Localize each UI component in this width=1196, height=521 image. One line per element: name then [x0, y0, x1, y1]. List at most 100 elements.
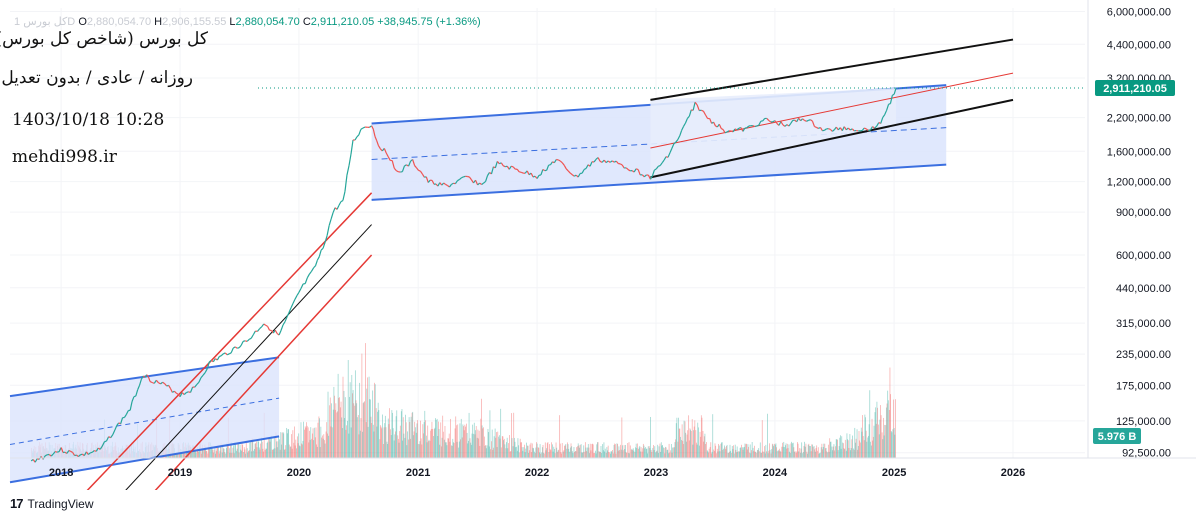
- volume-bar: [390, 429, 391, 458]
- volume-bar: [659, 443, 661, 458]
- volume-bar: [602, 450, 604, 458]
- volume-bar: [516, 450, 518, 458]
- volume-bar: [747, 444, 749, 458]
- price-chart[interactable]: 6,000,000.004,400,000.003,200,000.002,20…: [0, 0, 1196, 490]
- volume-bar: [369, 399, 371, 458]
- volume-bar: [536, 442, 537, 458]
- volume-bar: [298, 433, 300, 458]
- volume-bar: [814, 449, 816, 458]
- volume-bar: [197, 451, 199, 458]
- last-price-label: 2,911,210.05: [1103, 83, 1167, 95]
- price-segment: [146, 374, 149, 378]
- volume-bar: [496, 447, 498, 458]
- volume-bar: [352, 390, 354, 458]
- volume-bar: [728, 452, 730, 458]
- volume-bar: [687, 430, 689, 458]
- volume-bar: [488, 432, 490, 458]
- volume-bar: [240, 449, 242, 458]
- volume-bar: [868, 435, 869, 458]
- volume-bar: [534, 451, 535, 458]
- volume-bar: [509, 435, 510, 458]
- volume-bar: [881, 432, 883, 458]
- volume-bar: [885, 425, 887, 458]
- volume-bar: [362, 431, 363, 458]
- volume-bar: [230, 444, 232, 458]
- volume-bar: [205, 447, 206, 458]
- volume-bar: [482, 428, 484, 458]
- volume-bar: [825, 448, 826, 458]
- volume-bar: [758, 451, 760, 458]
- volume-bar: [770, 453, 772, 458]
- volume-bar: [475, 426, 477, 458]
- volume-bar: [580, 444, 582, 458]
- volume-bar: [518, 452, 520, 458]
- volume-bar: [331, 427, 333, 458]
- volume-bar: [750, 453, 752, 458]
- price-segment: [893, 87, 897, 95]
- volume-bar: [218, 446, 219, 458]
- volume-bar: [383, 427, 385, 458]
- price-segment: [796, 117, 800, 123]
- volume-bar: [891, 432, 893, 458]
- volume-bar: [735, 449, 737, 458]
- volume-bar: [397, 438, 399, 458]
- volume-bar: [481, 398, 482, 458]
- volume-bar: [565, 444, 567, 458]
- price-segment: [736, 127, 740, 131]
- volume-bar: [669, 452, 671, 458]
- volume-bar: [329, 405, 331, 458]
- price-segment: [863, 127, 867, 130]
- volume-bar: [786, 448, 788, 458]
- volume-bar: [438, 429, 440, 458]
- volume-bar: [501, 436, 503, 458]
- volume-bar: [584, 442, 586, 458]
- volume-bar: [696, 442, 697, 458]
- volume-bar: [402, 417, 404, 458]
- price-segment: [806, 119, 809, 122]
- volume-bar: [266, 448, 267, 458]
- close-label: C: [302, 16, 311, 28]
- volume-bar: [413, 431, 415, 458]
- time-axis[interactable]: 2018 2019 2020 2021 2022 2023 2024 2025 2026: [10, 457, 1196, 479]
- volume-bar: [791, 441, 792, 458]
- volume-bar: [645, 448, 647, 458]
- volume-bar: [366, 388, 368, 458]
- volume-bar: [842, 443, 844, 458]
- volume-bar: [662, 445, 663, 458]
- volume-bar: [611, 451, 613, 458]
- volume-bar: [211, 445, 213, 458]
- volume-bar: [521, 447, 523, 458]
- volume-bar: [589, 453, 590, 458]
- volume-bar: [602, 444, 604, 458]
- volume-bar: [270, 436, 272, 458]
- volume-bar: [430, 429, 432, 458]
- volume-bar: [853, 448, 854, 458]
- low-value: 2,880,054.70: [235, 16, 300, 28]
- volume-bar: [555, 442, 557, 458]
- volume-bar: [630, 449, 632, 458]
- volume-bar: [353, 403, 355, 458]
- volume-bar: [535, 447, 537, 458]
- price-axis[interactable]: 6,000,000.004,400,000.003,200,000.002,20…: [1087, 0, 1171, 460]
- volume-bar: [832, 446, 834, 458]
- volume-bar: [684, 421, 686, 458]
- chart-drawings: [9, 38, 1085, 490]
- ohlc-legend[interactable]: کل بورس 1D O2,880,054.70 H2,906,155.55 L…: [14, 15, 481, 28]
- volume-bar: [511, 438, 513, 458]
- volume-bar: [179, 452, 181, 458]
- volume-bar: [236, 450, 237, 458]
- price-segment: [790, 119, 794, 124]
- volume-bar: [337, 373, 339, 458]
- volume-bar: [865, 417, 866, 458]
- price-segment: [869, 126, 874, 131]
- volume-bars: [31, 343, 896, 458]
- price-segment: [599, 160, 603, 163]
- price-segment: [705, 114, 709, 119]
- volume-bar: [286, 427, 288, 458]
- y-tick-label: 1,600,000.00: [1107, 146, 1171, 158]
- volume-bar: [620, 449, 622, 458]
- tradingview-brand[interactable]: 17 TradingView: [10, 496, 94, 511]
- volume-bar: [859, 440, 861, 458]
- change-value: +38,945.75 (+1.36%): [377, 16, 481, 28]
- volume-bar: [377, 402, 379, 458]
